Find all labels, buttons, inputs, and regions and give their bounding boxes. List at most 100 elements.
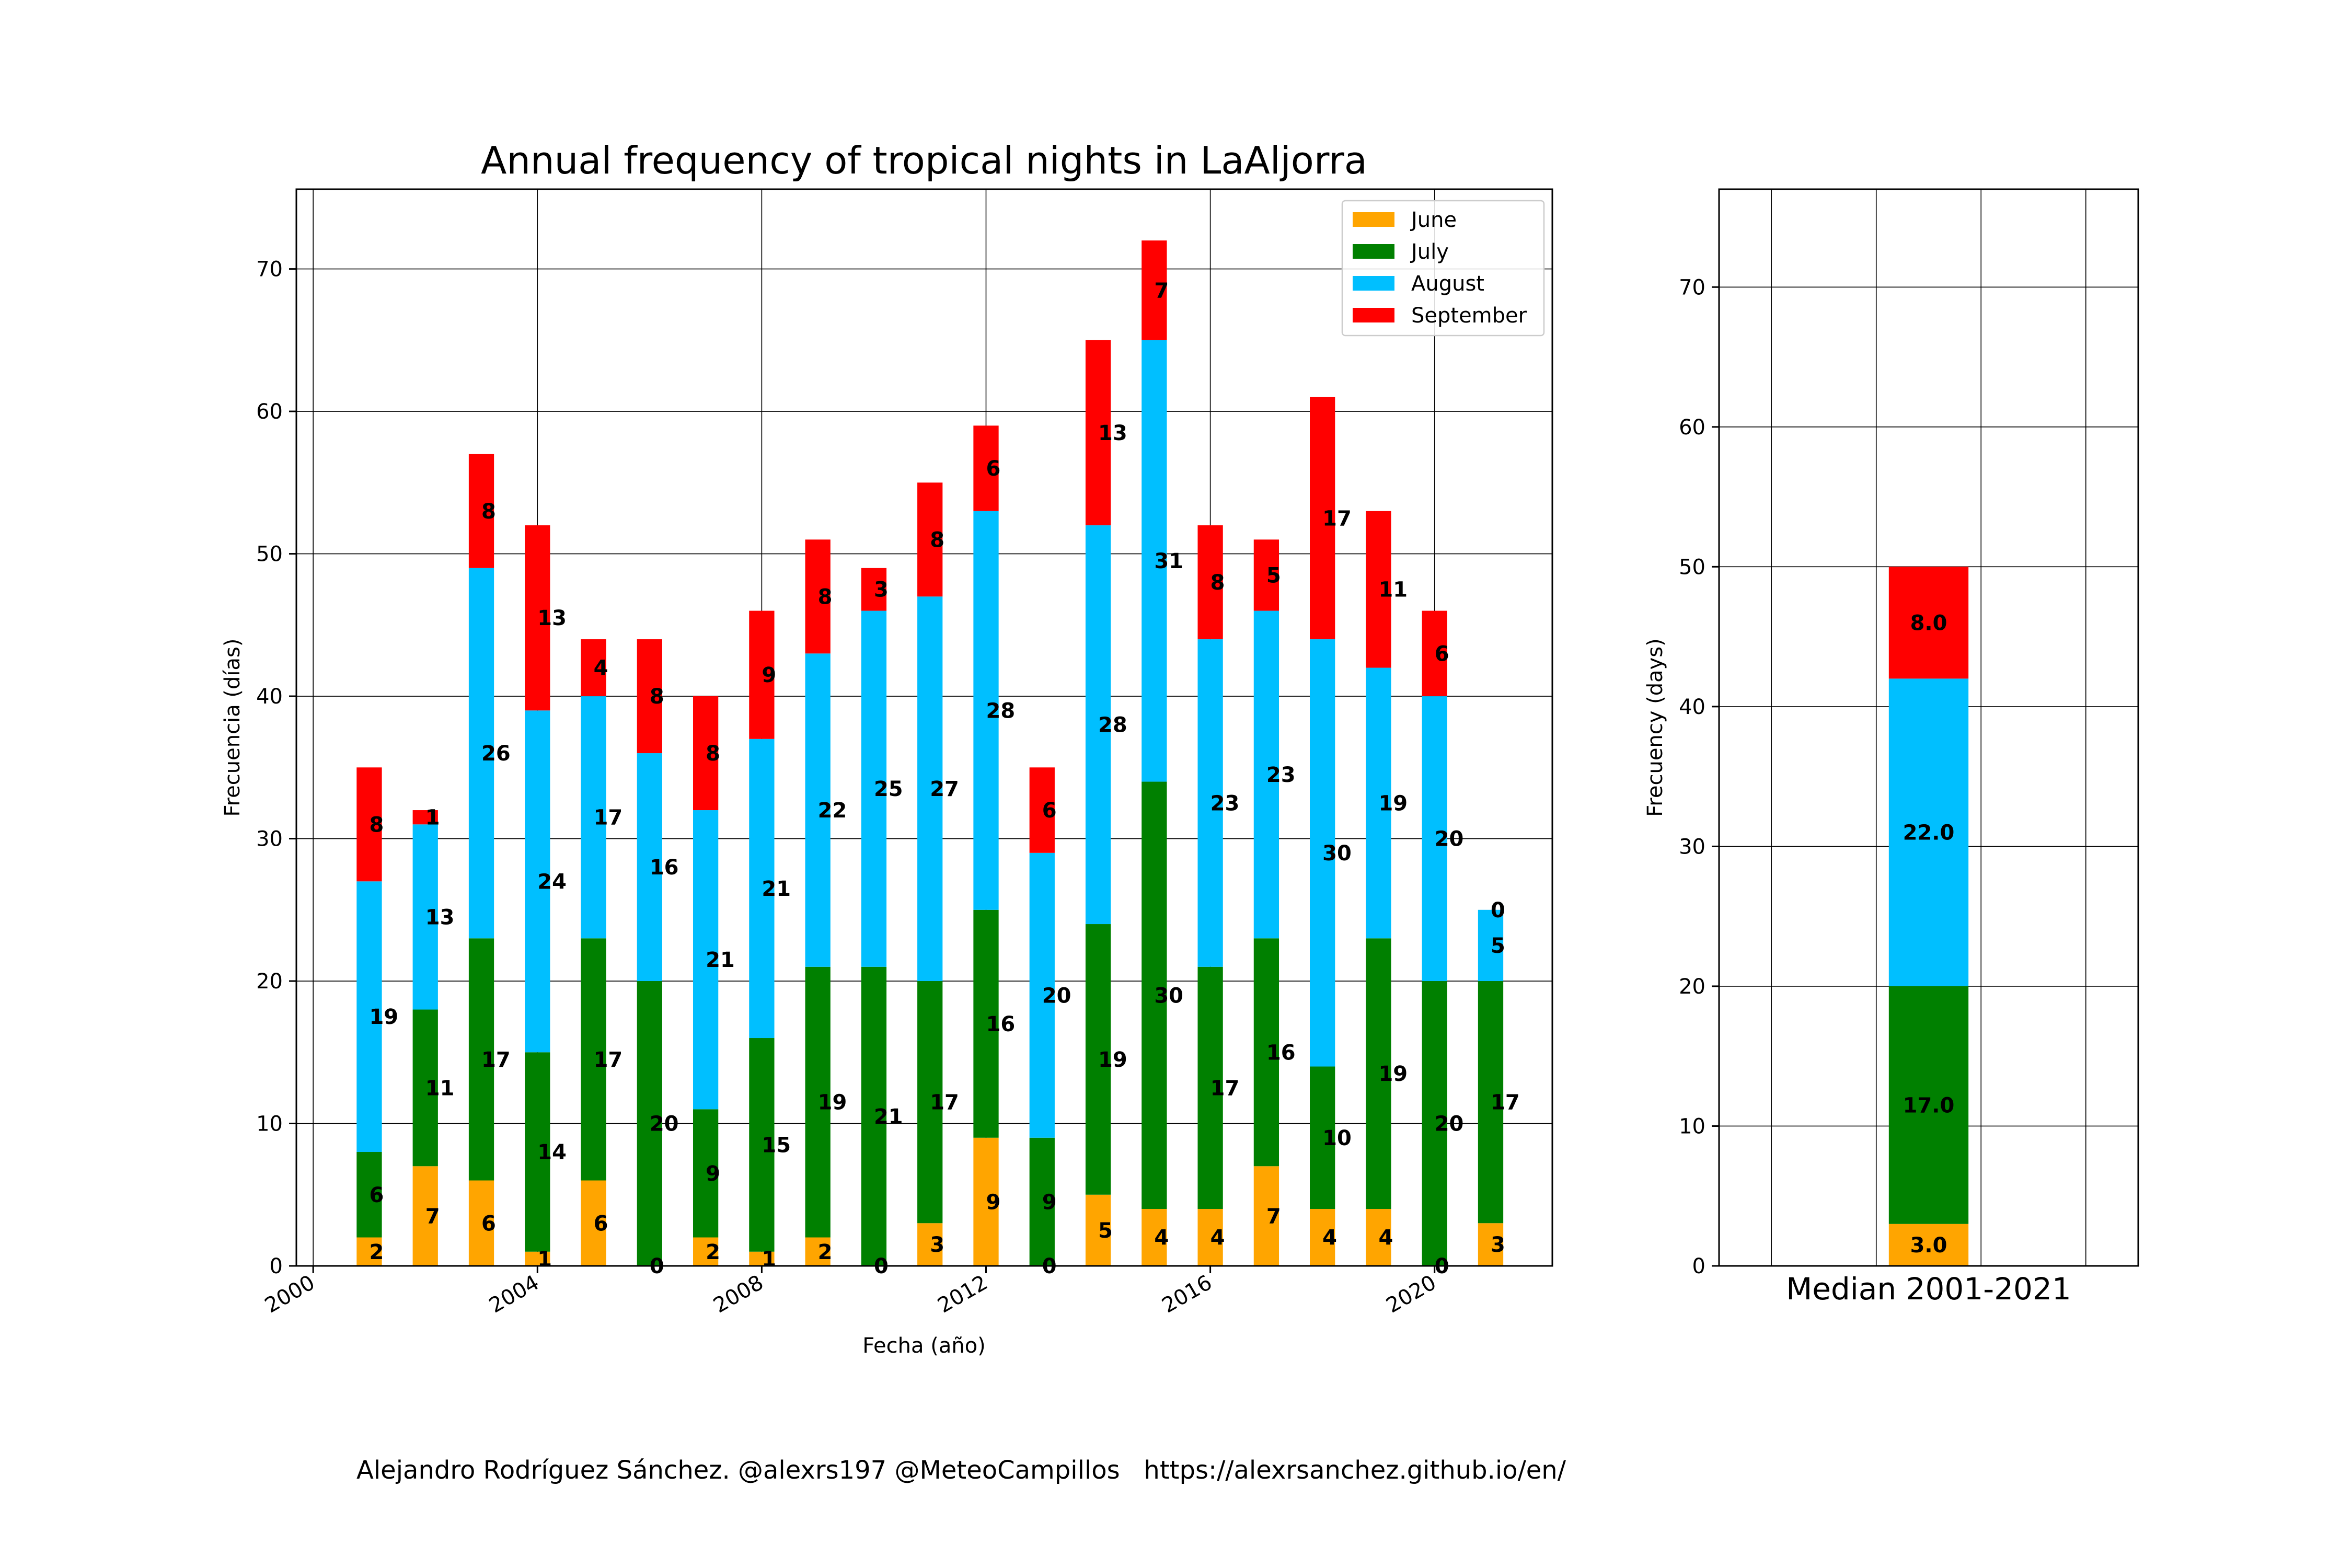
bar-value-label: 4: [1322, 1226, 1337, 1250]
bar-august-2019: [1366, 667, 1391, 939]
median-bar-august: [1888, 678, 1969, 986]
bar-value-label: 4: [1210, 1226, 1225, 1250]
bar-july-2017: [1253, 938, 1279, 1167]
bar-value-label: 3: [874, 578, 889, 602]
bar-value-label: 11: [1378, 578, 1408, 602]
bar-value-label: 16: [986, 1012, 1016, 1036]
bar-value-label: 1: [537, 1247, 552, 1271]
bar-july-2003: [468, 938, 494, 1181]
bar-value-label: 17: [594, 1048, 623, 1072]
bar-august-2018: [1310, 639, 1335, 1067]
legend-label-july: July: [1410, 240, 1449, 264]
bar-value-label: 17: [1322, 506, 1352, 531]
legend-swatch-august: [1353, 276, 1394, 291]
bar-value-label: 2: [706, 1240, 720, 1264]
bar-value-label: 5: [1098, 1219, 1113, 1243]
bar-june-2009: [805, 1237, 831, 1266]
main-plot-frame: [295, 188, 1553, 1267]
main-y-tick-label: 50: [256, 543, 283, 567]
bar-value-label: 3: [930, 1233, 944, 1257]
main-y-tick-label: 70: [256, 258, 283, 282]
bar-july-2002: [412, 1009, 438, 1167]
bar-value-label: 13: [537, 606, 567, 630]
bar-value-label: 30: [1154, 984, 1183, 1008]
bar-july-2009: [805, 966, 831, 1238]
median-y-tick-label: 20: [1679, 975, 1705, 999]
credit-line: Alejandro Rodríguez Sánchez. @alexrs197 …: [356, 1456, 1566, 1485]
bar-september-2008: [749, 610, 775, 739]
median-y-tick-label: 10: [1679, 1114, 1705, 1138]
bar-value-label: 23: [1266, 763, 1296, 787]
bar-september-2011: [917, 482, 943, 597]
bar-june-2019: [1366, 1209, 1391, 1266]
bar-august-2006: [637, 753, 662, 982]
bar-september-2014: [1085, 340, 1111, 526]
bar-august-2014: [1085, 525, 1111, 925]
bar-august-2002: [412, 824, 438, 1010]
bar-value-label: 11: [425, 1076, 455, 1100]
bar-value-label: 17: [1491, 1091, 1520, 1115]
bar-value-label: 8: [818, 585, 833, 609]
bar-value-label: 15: [762, 1133, 791, 1157]
bar-value-label: 20: [1435, 1112, 1464, 1136]
bar-august-2012: [973, 511, 999, 910]
bar-value-label: 30: [1322, 841, 1352, 866]
bar-value-label: 19: [818, 1091, 847, 1115]
bar-value-label: 25: [874, 777, 903, 801]
bar-value-label: 8: [1210, 571, 1225, 595]
bar-june-2015: [1142, 1209, 1167, 1266]
main-y-tick-label: 30: [256, 827, 283, 851]
bar-september-2010: [861, 568, 887, 611]
bar-september-2017: [1253, 539, 1279, 611]
bar-value-label: 9: [986, 1190, 1001, 1214]
legend-label-september: September: [1411, 304, 1527, 328]
bar-july-2014: [1085, 924, 1111, 1195]
bar-value-label: 17: [930, 1091, 959, 1115]
bar-value-label: 21: [874, 1105, 903, 1129]
bar-value-label: 8: [706, 742, 720, 766]
main-x-tick-label: 2012: [933, 1271, 991, 1318]
median-y-tick-label: 70: [1679, 275, 1705, 299]
bar-value-label: 20: [650, 1112, 679, 1136]
bar-september-2019: [1366, 511, 1391, 668]
legend-label-june: June: [1410, 208, 1457, 232]
bar-value-label: 7: [1154, 279, 1169, 303]
bar-value-label: 0: [1491, 898, 1505, 923]
bar-value-label: 20: [1435, 827, 1464, 851]
legend: June July August September: [1341, 200, 1545, 337]
bar-june-2003: [468, 1180, 494, 1266]
bar-august-2005: [581, 696, 606, 939]
main-bars: [356, 240, 1504, 1266]
bar-august-2020: [1422, 696, 1447, 982]
bar-value-label: 22: [818, 799, 847, 823]
bar-june-2014: [1085, 1194, 1111, 1266]
bar-june-2021: [1478, 1223, 1504, 1266]
bar-june-2016: [1197, 1209, 1223, 1266]
bar-september-2020: [1422, 610, 1447, 697]
median-bar-september: [1888, 567, 1969, 679]
bar-value-label: 1: [425, 806, 440, 830]
bar-value-label: 8: [650, 685, 664, 709]
bar-value-label: 5: [1491, 934, 1505, 958]
bar-value-label: 4: [594, 656, 608, 681]
bar-value-label: 21: [706, 948, 735, 972]
bar-value-label: 17: [594, 806, 623, 830]
bar-august-2003: [468, 568, 494, 939]
bar-june-2002: [412, 1166, 438, 1266]
median-y-tick-label: 40: [1679, 695, 1705, 719]
bar-value-label: 8: [369, 813, 384, 837]
bar-value-label: 16: [650, 856, 679, 880]
bar-july-2016: [1197, 966, 1223, 1209]
main-x-tick-label: 2008: [709, 1271, 767, 1318]
main-x-axis-label: Fecha (año): [862, 1334, 986, 1358]
legend-swatch-june: [1353, 212, 1394, 227]
bar-august-2015: [1142, 340, 1167, 782]
bar-august-2021: [1478, 909, 1504, 982]
bar-value-label: 9: [762, 663, 776, 687]
bar-value-label: 6: [594, 1212, 608, 1236]
bar-july-2011: [917, 981, 943, 1224]
bar-august-2017: [1253, 610, 1279, 939]
bar-june-2005: [581, 1180, 606, 1266]
bar-july-2012: [973, 909, 999, 1138]
